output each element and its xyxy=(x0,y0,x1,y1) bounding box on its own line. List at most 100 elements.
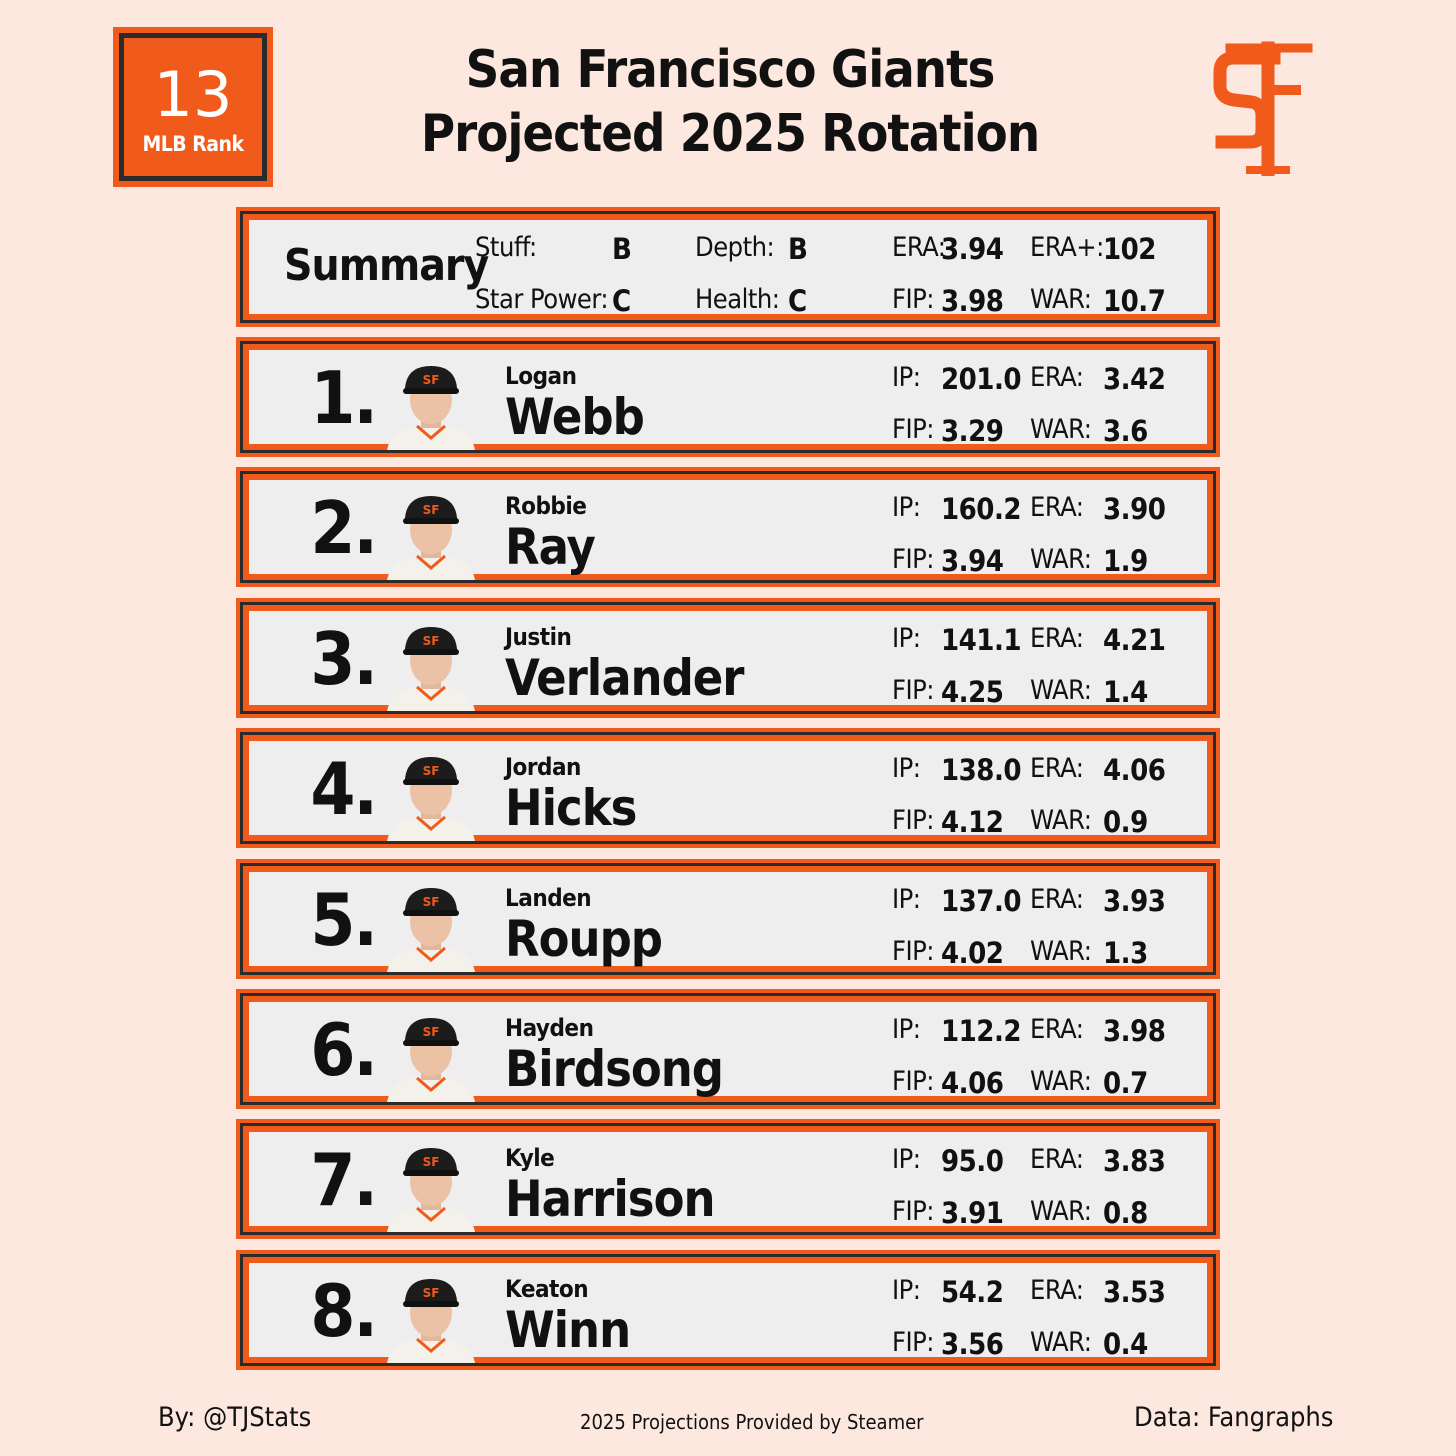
war-value: 1.3 xyxy=(1103,936,1148,970)
svg-text:SF: SF xyxy=(423,1155,440,1169)
rotation-rank: 8. xyxy=(310,1269,378,1353)
war-value: 0.8 xyxy=(1103,1196,1148,1230)
player-card: 8. SF Keaton Winn IP: 54.2 FIP: 3.56 ERA… xyxy=(236,1250,1220,1370)
mlb-rank-badge-inner: 13 MLB Rank xyxy=(119,33,267,181)
era-label: ERA: xyxy=(1030,1144,1084,1175)
ip-value: 95.0 xyxy=(941,1144,1004,1178)
player-first-name: Keaton xyxy=(505,1275,589,1303)
page-title: San Francisco Giants Projected 2025 Rota… xyxy=(380,38,1080,166)
era-label: ERA: xyxy=(1030,362,1084,393)
player-headshot-icon: SF xyxy=(387,888,475,972)
stuff-grade: B xyxy=(612,232,632,266)
player-first-name: Hayden xyxy=(505,1014,594,1042)
depth-grade: B xyxy=(788,232,808,266)
fip-label: FIP: xyxy=(892,414,934,445)
player-last-name: Harrison xyxy=(505,1170,716,1228)
player-headshot-icon: SF xyxy=(387,496,475,580)
svg-text:SF: SF xyxy=(423,503,440,517)
player-first-name: Robbie xyxy=(505,492,587,520)
ip-value: 141.1 xyxy=(941,623,1022,657)
player-card: 7. SF Kyle Harrison IP: 95.0 FIP: 3.91 E… xyxy=(236,1119,1220,1239)
war-label: WAR: xyxy=(1030,1196,1092,1227)
player-headshot-icon: SF xyxy=(387,366,475,450)
footer-data-credit: Data: Fangraphs xyxy=(1134,1402,1334,1433)
fip-label: FIP: xyxy=(892,1066,934,1097)
summary-fip-value: 3.98 xyxy=(941,284,1004,318)
player-first-name: Landen xyxy=(505,884,592,912)
era-value: 3.93 xyxy=(1103,884,1166,918)
war-value: 0.7 xyxy=(1103,1066,1148,1100)
fip-value: 3.94 xyxy=(941,544,1004,578)
fip-label: FIP: xyxy=(892,544,934,575)
mlb-rank-number: 13 xyxy=(153,58,233,131)
player-last-name: Hicks xyxy=(505,779,637,837)
fip-value: 3.29 xyxy=(941,414,1004,448)
fip-value: 3.91 xyxy=(941,1196,1004,1230)
war-label: WAR: xyxy=(1030,675,1092,706)
fip-value: 4.25 xyxy=(941,675,1004,709)
fip-label: FIP: xyxy=(892,1196,934,1227)
ip-value: 112.2 xyxy=(941,1014,1022,1048)
footer-author: By: @TJStats xyxy=(158,1402,312,1433)
era-plus-value: 102 xyxy=(1103,232,1156,266)
player-first-name: Logan xyxy=(505,362,577,390)
era-value: 4.21 xyxy=(1103,623,1166,657)
star-power-label: Star Power: xyxy=(475,284,609,315)
ip-value: 160.2 xyxy=(941,492,1022,526)
war-label: WAR: xyxy=(1030,936,1092,967)
page-title-line1: San Francisco Giants xyxy=(465,40,996,100)
era-label: ERA: xyxy=(1030,1275,1084,1306)
player-last-name: Winn xyxy=(505,1301,631,1359)
rotation-rank: 1. xyxy=(310,356,378,440)
fip-label: FIP: xyxy=(892,805,934,836)
player-first-name: Justin xyxy=(505,623,572,651)
player-card: 3. SF Justin Verlander IP: 141.1 FIP: 4.… xyxy=(236,598,1220,718)
summary-card: Summary Stuff: B Star Power: C Depth: B … xyxy=(236,207,1220,327)
summary-era-value: 3.94 xyxy=(941,232,1004,266)
rotation-rank: 5. xyxy=(310,878,378,962)
rotation-rank: 3. xyxy=(310,617,378,701)
era-label: ERA: xyxy=(1030,753,1084,784)
ip-label: IP: xyxy=(892,884,921,915)
era-label: ERA: xyxy=(1030,623,1084,654)
ip-label: IP: xyxy=(892,492,921,523)
player-last-name: Birdsong xyxy=(505,1040,724,1098)
summary-war-label: WAR: xyxy=(1030,284,1092,315)
player-card: 6. SF Hayden Birdsong IP: 112.2 FIP: 4.0… xyxy=(236,989,1220,1109)
giants-sf-logo-icon xyxy=(1213,41,1313,176)
war-label: WAR: xyxy=(1030,544,1092,575)
fip-value: 4.06 xyxy=(941,1066,1004,1100)
era-value: 3.42 xyxy=(1103,362,1166,396)
era-value: 3.98 xyxy=(1103,1014,1166,1048)
fip-label: FIP: xyxy=(892,675,934,706)
war-label: WAR: xyxy=(1030,1327,1092,1358)
player-last-name: Roupp xyxy=(505,910,663,968)
war-label: WAR: xyxy=(1030,805,1092,836)
stuff-label: Stuff: xyxy=(475,232,537,263)
fip-label: FIP: xyxy=(892,936,934,967)
summary-title: Summary xyxy=(284,240,489,291)
era-value: 4.06 xyxy=(1103,753,1166,787)
ip-value: 138.0 xyxy=(941,753,1022,787)
fip-value: 3.56 xyxy=(941,1327,1004,1361)
player-headshot-icon: SF xyxy=(387,627,475,711)
ip-label: IP: xyxy=(892,1275,921,1306)
star-power-grade: C xyxy=(612,284,631,318)
player-first-name: Jordan xyxy=(505,753,581,781)
health-label: Health: xyxy=(695,284,780,315)
svg-text:SF: SF xyxy=(423,764,440,778)
ip-label: IP: xyxy=(892,623,921,654)
era-plus-label: ERA+: xyxy=(1030,232,1104,263)
ip-label: IP: xyxy=(892,362,921,393)
player-last-name: Verlander xyxy=(505,649,744,707)
ip-label: IP: xyxy=(892,1144,921,1175)
war-label: WAR: xyxy=(1030,414,1092,445)
svg-text:SF: SF xyxy=(423,1286,440,1300)
ip-label: IP: xyxy=(892,1014,921,1045)
player-last-name: Webb xyxy=(505,388,645,446)
depth-label: Depth: xyxy=(695,232,775,263)
page-title-line2: Projected 2025 Rotation xyxy=(420,104,1040,164)
player-card: 4. SF Jordan Hicks IP: 138.0 FIP: 4.12 E… xyxy=(236,728,1220,848)
mlb-rank-label: MLB Rank xyxy=(142,132,244,156)
svg-text:SF: SF xyxy=(423,373,440,387)
